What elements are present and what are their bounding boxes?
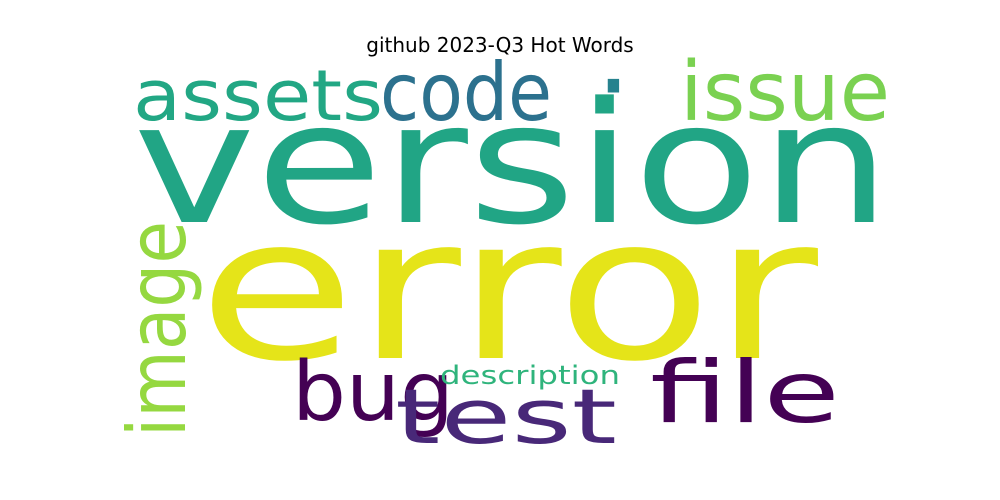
word-file: file	[650, 343, 840, 443]
word-bug: bug	[292, 345, 454, 440]
word-description: description	[440, 361, 620, 391]
chart-title: github 2023-Q3 Hot Words	[366, 33, 634, 57]
word-test: test	[395, 372, 617, 461]
word-dot: ·	[596, 22, 631, 150]
word-assets: assets	[133, 55, 383, 137]
word-version: version	[133, 66, 891, 262]
word-code: code	[380, 46, 552, 139]
word-image: image	[111, 221, 204, 437]
word-issue: issue	[680, 45, 890, 140]
word-error: error	[198, 174, 819, 405]
